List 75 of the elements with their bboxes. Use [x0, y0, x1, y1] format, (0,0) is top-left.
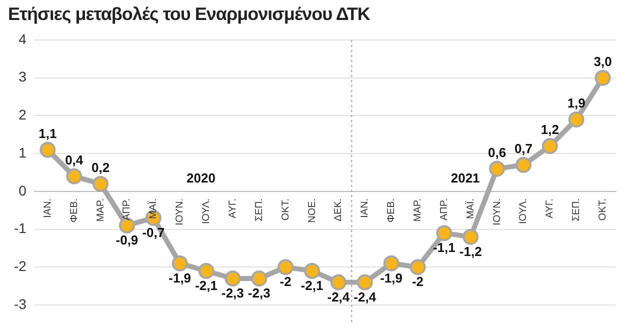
data-label: -2,4 [354, 289, 377, 304]
point [172, 255, 188, 272]
x-tick-label: ΔΕΚ. [333, 198, 344, 222]
x-tick-label: ΑΥΓ. [227, 198, 238, 218]
data-label: -0,9 [116, 232, 138, 248]
data-label: 1,1 [38, 126, 57, 141]
x-tick-label: ΙΟΥΝ. [492, 198, 503, 226]
point [92, 176, 109, 192]
x-tick-label: ΑΠΡ. [438, 198, 450, 220]
y-tick-label: 3 [18, 68, 27, 85]
data-label: -2 [412, 274, 424, 290]
point [66, 168, 82, 184]
data-label: 0,6 [488, 144, 506, 160]
point [356, 274, 373, 290]
data-label: -1,2 [459, 244, 482, 259]
data-label: -2,4 [327, 289, 350, 304]
data-label: -1,9 [168, 270, 192, 286]
x-tick-label: ΙΟΥΛ. [518, 198, 530, 224]
data-label: -2,3 [248, 286, 270, 301]
data-label: -1,1 [432, 240, 456, 256]
point [330, 274, 346, 290]
x-tick-label: ΝΟΕ. [306, 198, 318, 223]
y-tick-label: -3 [14, 296, 27, 312]
point [198, 262, 214, 279]
x-tick-label: ΣΕΠ. [254, 198, 265, 222]
x-tick-label: ΦΕΒ. [68, 198, 80, 223]
data-label: 0,7 [514, 141, 533, 156]
data-label: 1,2 [540, 122, 559, 138]
data-label: -2 [280, 274, 292, 290]
data-label: 0,4 [65, 152, 84, 168]
point [383, 255, 400, 272]
x-tick-label: ΜΑΪ. [464, 198, 476, 219]
x-tick-label: ΜΑΡ. [412, 198, 424, 222]
point [410, 259, 426, 276]
chart-title: Ετήσιες μεταβολές του Εναρμονισμένου ΔΤΚ [8, 4, 370, 25]
y-tick-label: 2 [18, 106, 27, 123]
x-tick-label: ΣΕΠ. [571, 198, 582, 222]
point [515, 156, 532, 173]
data-label: 1,9 [567, 96, 586, 111]
point [40, 142, 56, 158]
point [462, 228, 479, 245]
y-tick-label: -1 [14, 220, 27, 236]
x-tick-label: ΟΚΤ. [598, 198, 609, 221]
data-label: -2,1 [300, 278, 324, 294]
point [224, 270, 241, 286]
point [568, 112, 584, 128]
point [251, 270, 268, 286]
point [436, 225, 452, 242]
y-tick-label: -2 [14, 258, 27, 274]
x-tick-label: ΑΠΡ. [122, 198, 133, 220]
point [542, 138, 558, 154]
x-tick-label: ΟΚΤ. [280, 198, 292, 221]
x-tick-label: ΜΑΪ. [147, 198, 160, 219]
data-label: -1,9 [380, 270, 403, 286]
data-label: -0,7 [142, 225, 165, 240]
x-tick-label: ΙΟΥΛ. [201, 198, 212, 224]
data-label: 3,0 [594, 54, 612, 69]
point [594, 70, 611, 86]
data-label: -2,1 [195, 278, 218, 294]
data-label: 0,2 [91, 160, 110, 175]
y-tick-label: 1 [18, 144, 27, 160]
x-tick-label: ΙΑΝ. [360, 198, 371, 218]
y-tick-label: 4 [18, 30, 27, 47]
x-tick-label: ΜΑΡ. [95, 198, 106, 222]
x-tick-label: ΙΑΝ. [42, 198, 54, 218]
point [489, 160, 506, 177]
point [278, 259, 294, 276]
data-label: -2,3 [222, 286, 244, 301]
x-tick-label: ΑΥΓ. [544, 198, 556, 218]
point [304, 262, 320, 279]
y-tick-label: 0 [18, 182, 27, 198]
annotation: 2021 [450, 170, 480, 186]
x-tick-label: ΦΕΒ. [386, 198, 398, 223]
x-tick-label: ΙΟΥΝ. [174, 198, 186, 226]
annotation: 2020 [186, 170, 216, 186]
